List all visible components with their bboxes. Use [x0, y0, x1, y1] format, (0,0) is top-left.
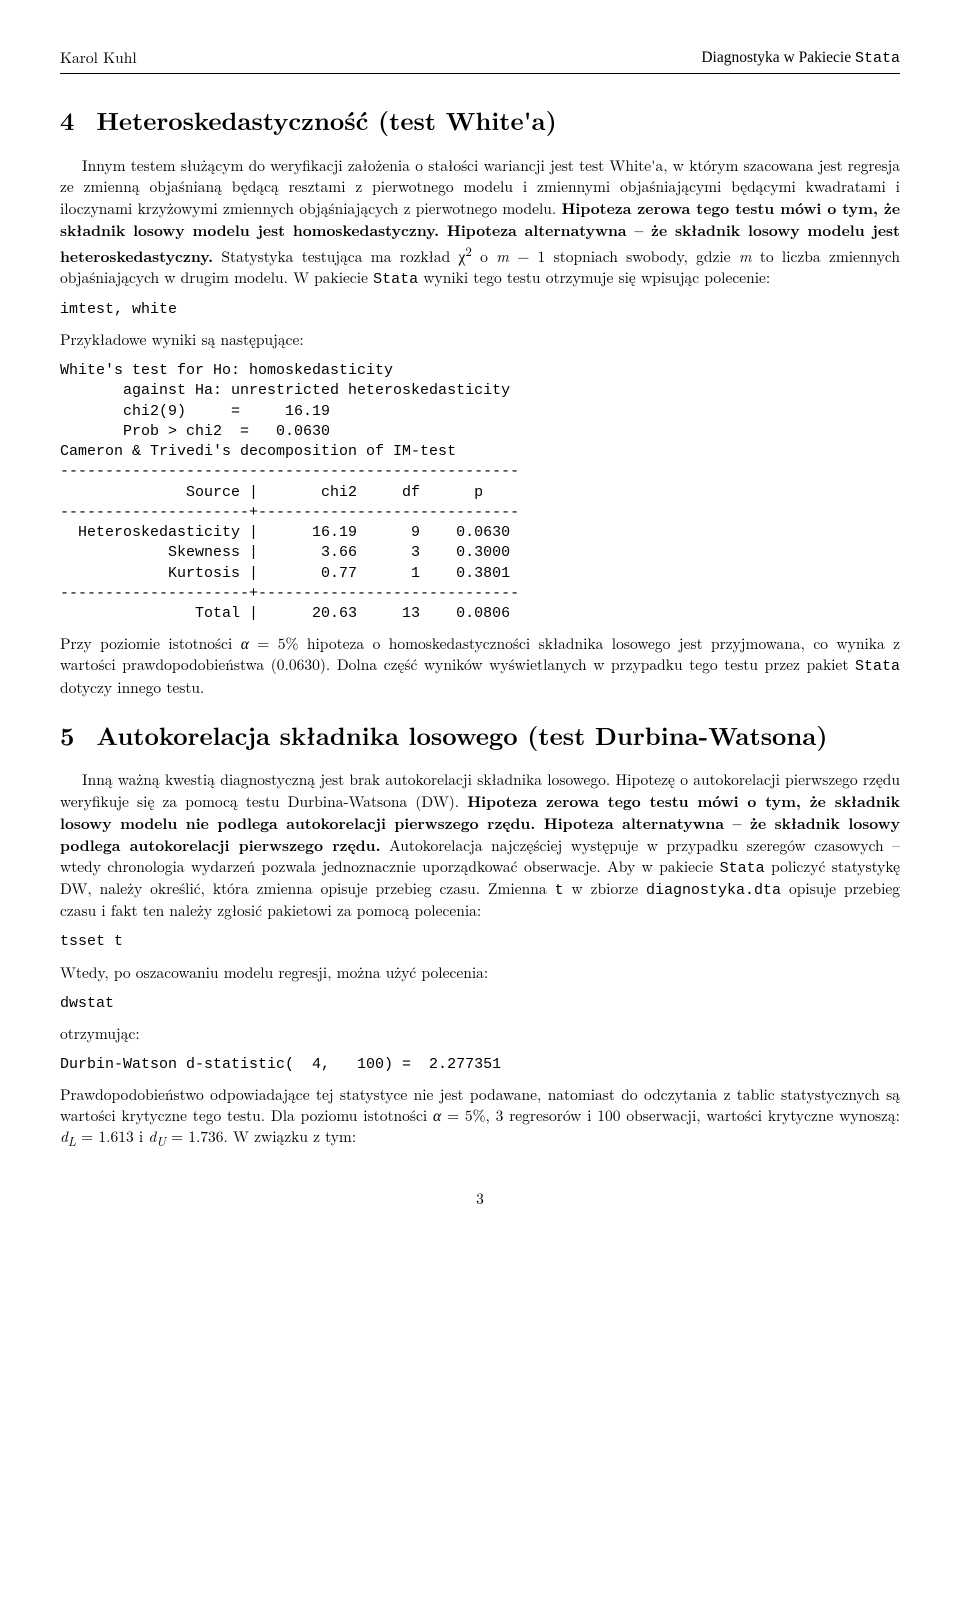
section-4-title: Heteroskedastyczność (test White'a)	[96, 103, 556, 138]
math-var: m	[739, 246, 752, 267]
code-inline: diagnostyka.dta	[646, 882, 781, 899]
math-var: d	[60, 1126, 68, 1147]
command-tsset: tsset t	[60, 932, 900, 952]
section-4-para-2: Przykładowe wyniki są następujące:	[60, 330, 900, 351]
page-header: Karol Kuhl Diagnostyka w Pakiecie Stata	[60, 48, 900, 69]
text-span: − 1 stopniach swobody, gdzie	[509, 246, 739, 267]
subscript: U	[156, 1131, 166, 1150]
command-imtest: imtest, white	[60, 300, 900, 320]
section-4-number: 4	[60, 104, 74, 138]
text-span: w zbiorze	[564, 878, 646, 899]
white-test-output: White's test for Ho: homoskedasticity ag…	[60, 361, 900, 624]
code-inline: t	[555, 882, 564, 899]
section-5-title: Autokorelacja składnika losowego (test D…	[96, 718, 827, 753]
section-5-number: 5	[60, 719, 74, 753]
code-inline: Stata	[720, 860, 765, 877]
math-var: m	[496, 246, 509, 267]
section-5-para-3: otrzymując:	[60, 1024, 900, 1045]
text-span: wyniki tego testu otrzymuje się wpisując…	[418, 267, 770, 288]
math-var: α	[433, 1105, 441, 1126]
section-4-para-3: Przy poziomie istotności α = 5% hipoteza…	[60, 634, 900, 698]
header-title: Diagnostyka w Pakiecie Stata	[701, 48, 900, 69]
page-number: 3	[60, 1189, 900, 1210]
text-span: Przy poziomie istotności	[60, 633, 241, 654]
subscript: L	[68, 1131, 76, 1150]
text-span: = 1.736. W związku z tym:	[166, 1126, 356, 1147]
command-dwstat: dwstat	[60, 994, 900, 1014]
text-span: = 5%, 3 regresorów i 100 obserwacji, war…	[441, 1105, 900, 1126]
header-rule	[60, 73, 900, 74]
section-5-para-1: Inną ważną kwestią diagnostyczną jest br…	[60, 770, 900, 922]
text-span: o	[472, 246, 496, 267]
header-author: Karol Kuhl	[60, 48, 137, 69]
header-title-prefix: Diagnostyka w Pakiecie	[701, 49, 855, 66]
section-5-heading: 5 Autokorelacja składnika losowego (test …	[60, 719, 900, 753]
section-4-para-1: Innym testem służącym do weryfikacji zał…	[60, 156, 900, 290]
code-inline: Stata	[373, 271, 418, 288]
section-5-para-4: Prawdopodobieństwo odpowiadające tej sta…	[60, 1085, 900, 1149]
header-title-package: Stata	[855, 50, 900, 67]
text-span: = 1.613 i	[76, 1126, 148, 1147]
dw-output: Durbin-Watson d-statistic( 4, 100) = 2.2…	[60, 1055, 900, 1075]
text-span: dotyczy innego testu.	[60, 677, 204, 698]
section-5-para-2: Wtedy, po oszacowaniu modelu regresji, m…	[60, 963, 900, 984]
math-var: α	[241, 633, 249, 654]
section-4-heading: 4 Heteroskedastyczność (test White'a)	[60, 104, 900, 138]
text-span: Statystyka testująca ma rozkład χ	[213, 246, 465, 267]
code-inline: Stata	[855, 658, 900, 675]
